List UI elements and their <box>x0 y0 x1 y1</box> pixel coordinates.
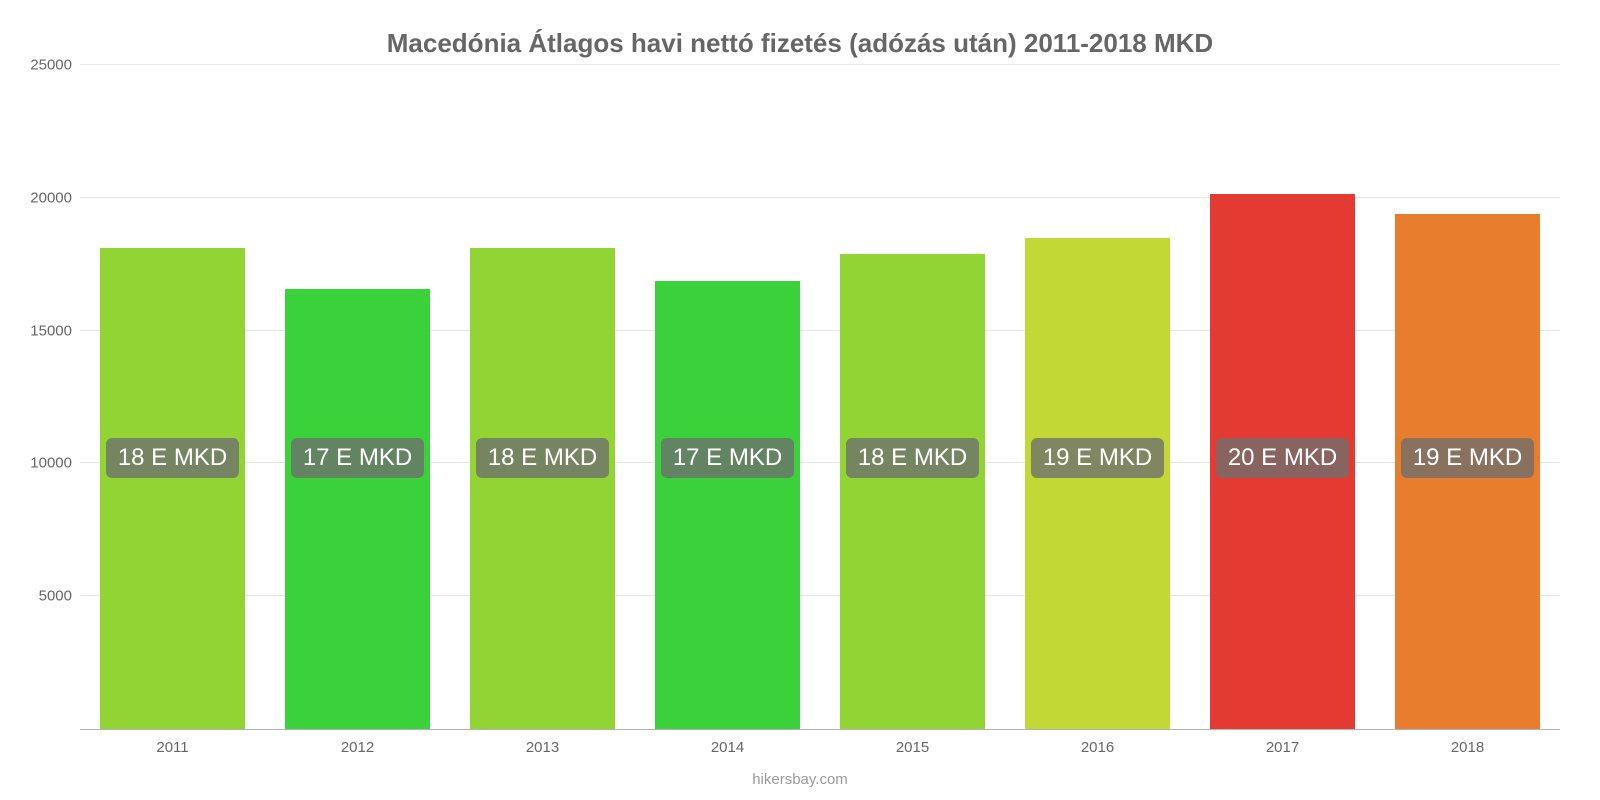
bar-slot: 20 E MKD2017 <box>1190 65 1375 729</box>
bar-slot: 17 E MKD2014 <box>635 65 820 729</box>
chart-title: Macedónia Átlagos havi nettó fizetés (ad… <box>0 0 1600 59</box>
x-axis-label: 2013 <box>526 729 559 756</box>
bar-slot: 19 E MKD2018 <box>1375 65 1560 729</box>
x-axis-label: 2016 <box>1081 729 1114 756</box>
bar <box>470 248 614 729</box>
bar <box>840 254 984 729</box>
bar-slot: 18 E MKD2013 <box>450 65 635 729</box>
x-axis-label: 2011 <box>156 729 188 756</box>
bar-slot: 18 E MKD2015 <box>820 65 1005 729</box>
bar-slot: 18 E MKD2011 <box>80 65 265 729</box>
bar-value-label: 18 E MKD <box>846 438 979 478</box>
bar <box>655 281 799 729</box>
y-axis-label: 10000 <box>30 455 80 472</box>
y-axis-label: 5000 <box>39 588 80 605</box>
bar-value-label: 18 E MKD <box>476 438 609 478</box>
y-axis-label: 20000 <box>30 189 80 206</box>
bar-value-label: 17 E MKD <box>661 438 794 478</box>
salary-bar-chart: Macedónia Átlagos havi nettó fizetés (ad… <box>0 0 1600 800</box>
bar <box>1025 238 1169 729</box>
bar <box>100 248 244 729</box>
x-axis-label: 2017 <box>1266 729 1299 756</box>
y-axis-label: 15000 <box>30 322 80 339</box>
y-axis-label: 25000 <box>30 57 80 74</box>
bar-value-label: 20 E MKD <box>1216 438 1349 478</box>
bar-slot: 17 E MKD2012 <box>265 65 450 729</box>
plot-area: 0500010000150002000025000 18 E MKD201117… <box>80 65 1560 730</box>
x-axis-label: 2012 <box>341 729 374 756</box>
bar-value-label: 19 E MKD <box>1031 438 1164 478</box>
x-axis-label: 2015 <box>896 729 929 756</box>
bar-value-label: 18 E MKD <box>106 438 239 478</box>
chart-source: hikersbay.com <box>0 771 1600 788</box>
x-axis-label: 2014 <box>711 729 744 756</box>
bar-value-label: 19 E MKD <box>1401 438 1534 478</box>
bar-slot: 19 E MKD2016 <box>1005 65 1190 729</box>
bar <box>285 289 429 729</box>
bar-value-label: 17 E MKD <box>291 438 424 478</box>
bars-container: 18 E MKD201117 E MKD201218 E MKD201317 E… <box>80 65 1560 729</box>
x-axis-label: 2018 <box>1451 729 1484 756</box>
